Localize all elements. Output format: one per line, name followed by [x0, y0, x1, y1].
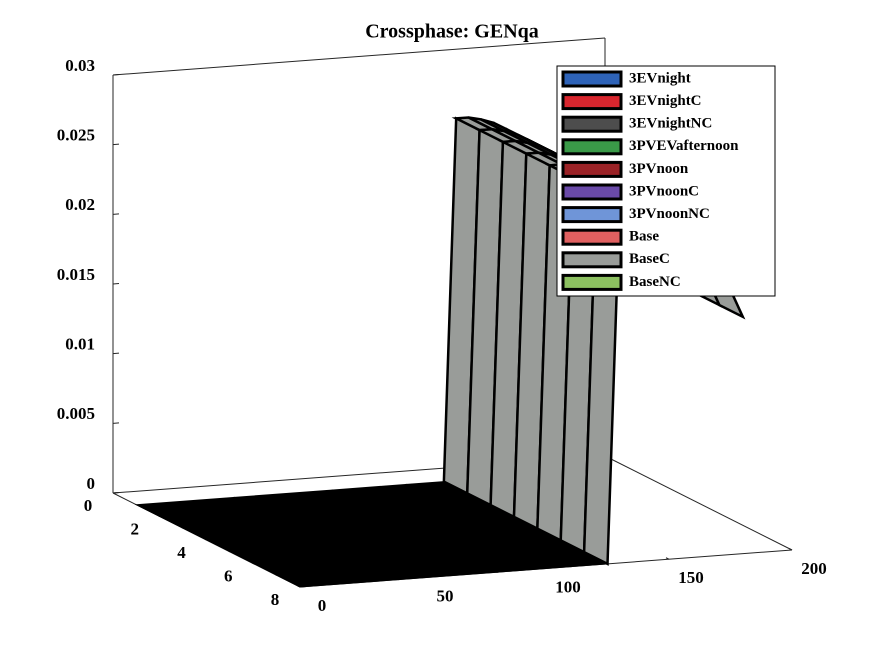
- z-tick-label: 0: [87, 474, 96, 493]
- legend-swatch: [561, 251, 623, 269]
- axis-line: [112, 37, 606, 76]
- legend-swatch: [561, 183, 623, 201]
- legend-label: BaseC: [629, 251, 670, 267]
- legend-label: 3PVnoon: [629, 161, 689, 177]
- z-tick-label: 0.015: [57, 265, 95, 284]
- legend-swatch: [561, 273, 623, 291]
- z-tick-label: 0.01: [65, 335, 95, 354]
- legend: 3EVnight 3EVnightC 3EVnightNC 3PVEVafternoo…: [556, 65, 776, 297]
- z-tick: [112, 422, 120, 424]
- legend-label: Base: [629, 229, 659, 245]
- z-tick-label: 0.03: [65, 56, 95, 75]
- legend-swatch: [561, 70, 623, 88]
- x-tick-label: 0: [318, 596, 327, 615]
- x-tick: [665, 557, 670, 560]
- x-tick-label: 150: [678, 568, 704, 587]
- y-tick-label: 0: [84, 496, 93, 515]
- legend-swatch: [561, 160, 623, 178]
- y-tick-label: 6: [224, 566, 233, 585]
- axis-line: [604, 455, 793, 551]
- y-tick-label: 4: [177, 543, 186, 562]
- z-tick: [112, 213, 120, 215]
- z-tick: [112, 352, 120, 355]
- legend-swatch: [561, 93, 623, 111]
- surface-patch: [274, 567, 401, 588]
- x-tick-label: 100: [555, 577, 581, 596]
- legend-label: 3EVnight: [629, 70, 691, 86]
- legend-label: 3EVnightNC: [629, 116, 712, 132]
- legend-swatch: [561, 115, 623, 133]
- z-tick-label: 0.02: [65, 195, 95, 214]
- legend-label: BaseNC: [629, 274, 681, 290]
- legend-label: 3PVnoonC: [629, 183, 699, 199]
- y-tick: [112, 492, 120, 494]
- legend-label: 3PVnoonNC: [629, 206, 710, 222]
- y-tick-label: 8: [271, 590, 280, 609]
- z-tick-label: 0.005: [57, 404, 95, 423]
- z-tick: [112, 74, 120, 76]
- legend-label: 3EVnightC: [629, 93, 702, 109]
- x-tick-label: 200: [801, 559, 827, 578]
- z-tick: [112, 283, 120, 285]
- z-tick: [112, 143, 120, 146]
- chart-title: Crossphase: GENqa: [365, 21, 539, 43]
- legend-swatch: [561, 228, 623, 246]
- y-tick-label: 2: [131, 519, 140, 538]
- legend-swatch: [561, 138, 623, 156]
- x-tick: [788, 548, 793, 551]
- legend-swatch: [561, 206, 623, 224]
- x-tick-label: 50: [437, 587, 454, 606]
- z-tick-label: 0.025: [57, 126, 95, 145]
- legend-label: 3PVEVafternoon: [629, 138, 739, 154]
